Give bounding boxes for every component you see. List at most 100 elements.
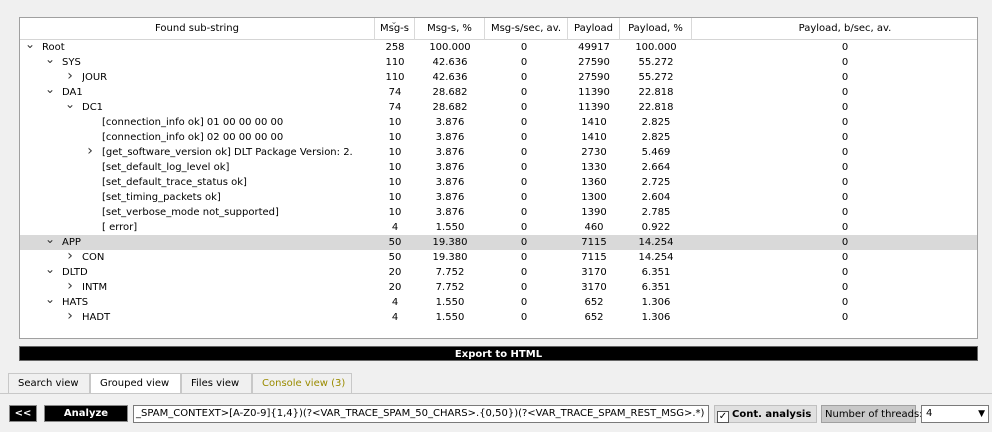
cell-msgs: 10 (388, 207, 402, 218)
cell-msgs: 74 (388, 87, 402, 98)
cell-msgs: 10 (388, 177, 402, 188)
cell-payload: 460 (584, 222, 604, 233)
row-name: HATS (62, 297, 89, 308)
cell-payload: 3170 (581, 267, 607, 278)
cell-payload: 2730 (581, 147, 607, 158)
cell-payload-rate: 0 (841, 132, 849, 143)
tab-files-view[interactable]: Files view (181, 373, 252, 393)
row-name: DA1 (62, 87, 83, 98)
checkbox-checked-icon[interactable]: ✓ (717, 411, 729, 423)
cell-msgs-rate: 0 (520, 237, 528, 248)
cell-payload: 27590 (578, 57, 610, 68)
cell-msgs-pct: 3.876 (435, 132, 465, 143)
tree-row[interactable]: › HADT 4 1.550 0 652 1.306 0 (20, 308, 977, 325)
tree-row[interactable]: [ error] 4 1.550 0 460 0.922 0 (20, 220, 977, 235)
tab-console-view-3[interactable]: Console view (3) (252, 373, 352, 393)
cont-analysis-checkbox[interactable]: ✓ Cont. analysis (714, 405, 817, 423)
cell-payload: 7115 (581, 252, 607, 263)
tree-row[interactable]: ⌄ SYS 110 42.636 0 27590 55.272 0 (20, 52, 977, 70)
cell-msgs: 20 (388, 267, 402, 278)
header-payload[interactable]: Payload (568, 18, 620, 40)
dropdown-arrow-icon[interactable]: ▼ (978, 409, 985, 419)
tree-row[interactable]: › INTM 20 7.752 0 3170 6.351 0 (20, 278, 977, 295)
cell-msgs-pct: 42.636 (432, 72, 468, 83)
cell-payload-pct: 6.351 (641, 282, 671, 293)
chevron-right-icon[interactable]: › (67, 308, 73, 324)
tree-row[interactable]: ⌄ HATS 4 1.550 0 652 1.306 0 (20, 292, 977, 310)
tree-row[interactable]: ⌄ DLTD 20 7.752 0 3170 6.351 0 (20, 262, 977, 280)
regex-input[interactable]: _SPAM_CONTEXT>[A-Z0-9]{1,4})(?<VAR_TRACE… (133, 405, 709, 423)
cell-msgs-rate: 0 (520, 42, 528, 53)
chevron-down-icon[interactable]: ⌄ (44, 292, 56, 306)
cell-msgs: 10 (388, 147, 402, 158)
cell-payload-rate: 0 (841, 72, 849, 83)
cell-payload: 652 (584, 297, 604, 308)
row-name: [set_timing_packets ok] (102, 192, 221, 203)
header-payload-pct[interactable]: Payload, % (620, 18, 692, 40)
cell-msgs-rate: 0 (520, 57, 528, 68)
tab-grouped-view[interactable]: Grouped view (90, 373, 181, 394)
chevron-down-icon[interactable]: ⌄ (44, 52, 56, 66)
cell-payload-pct: 100.000 (635, 42, 677, 53)
threads-select[interactable]: 4 ▼ (921, 405, 989, 423)
tree-row[interactable]: ⌄ APP 50 19.380 0 7115 14.254 0 (20, 232, 977, 250)
chevron-right-icon[interactable]: › (67, 248, 73, 264)
header-found-substring[interactable]: Found sub-string (20, 18, 375, 40)
chevron-down-icon[interactable]: ⌄ (64, 97, 76, 111)
cell-msgs-pct: 28.682 (432, 102, 468, 113)
row-name: SYS (62, 57, 81, 68)
cell-msgs-pct: 3.876 (435, 207, 465, 218)
chevron-right-icon[interactable]: › (67, 278, 73, 294)
tree-row[interactable]: [set_verbose_mode not_supported] 10 3.876 0… (20, 205, 977, 220)
export-to-html-button[interactable]: Export to HTML (19, 346, 978, 361)
cell-msgs: 4 (391, 297, 399, 308)
tree-row[interactable]: ⌄ DA1 74 28.682 0 11390 22.818 0 (20, 82, 977, 100)
cell-payload-pct: 2.785 (641, 207, 671, 218)
tree-row[interactable]: [set_default_log_level ok] 10 3.876 0 1330 2.… (20, 160, 977, 175)
analyze-button[interactable]: Analyze (44, 405, 128, 422)
chevron-down-icon[interactable]: ⌄ (44, 232, 56, 246)
tree-row[interactable]: [connection_info ok] 01 00 00 00 00 10 3.8… (20, 115, 977, 130)
cell-payload-pct: 55.272 (638, 72, 674, 83)
tab-divider (0, 393, 992, 394)
row-name: HADT (82, 312, 111, 323)
cell-msgs-pct: 100.000 (429, 42, 471, 53)
tree-row[interactable]: [set_default_trace_status ok] 10 3.876 0 136… (20, 175, 977, 190)
cell-payload-rate: 0 (841, 192, 849, 203)
cell-msgs-pct: 7.752 (435, 282, 465, 293)
cell-msgs: 74 (388, 102, 402, 113)
tree-row[interactable]: › JOUR 110 42.636 0 27590 55.272 0 (20, 68, 977, 85)
cell-payload-pct: 5.469 (641, 147, 671, 158)
header-msgs-rate[interactable]: Msg-s/sec, av. (485, 18, 568, 40)
cell-msgs: 4 (391, 222, 399, 233)
cell-msgs-rate: 0 (520, 312, 528, 323)
tree-row[interactable]: [connection_info ok] 02 00 00 00 00 10 3.8… (20, 130, 977, 145)
tree-row[interactable]: ⌄ Root 258 100.000 0 49917 100.000 0 (20, 37, 977, 55)
tab-search-view[interactable]: Search view (8, 373, 90, 393)
cell-msgs: 10 (388, 132, 402, 143)
cell-msgs-pct: 1.550 (435, 222, 465, 233)
cell-payload-rate: 0 (841, 117, 849, 128)
cell-msgs-rate: 0 (520, 72, 528, 83)
chevron-down-icon[interactable]: ⌄ (44, 262, 56, 276)
tree-row[interactable]: › CON 50 19.380 0 7115 14.254 0 (20, 248, 977, 265)
header-msgs[interactable]: Msg-s (375, 18, 415, 40)
back-button[interactable]: << (9, 405, 37, 422)
tree-row[interactable]: [set_timing_packets ok] 10 3.876 0 1300 2.604… (20, 190, 977, 205)
chevron-down-icon[interactable]: ⌄ (24, 37, 36, 51)
grouped-tree-view[interactable]: Found sub-string Msg-s Msg-s, % Msg-s/se… (19, 17, 978, 339)
tree-row[interactable]: › [get_software_version ok] DLT Package V… (20, 143, 977, 160)
cell-payload: 49917 (578, 42, 610, 53)
header-msgs-pct[interactable]: Msg-s, % (415, 18, 485, 40)
chevron-right-icon[interactable]: › (67, 68, 73, 84)
row-name: Root (42, 42, 65, 53)
cell-payload: 11390 (578, 102, 610, 113)
bottom-toolbar: << Analyze _SPAM_CONTEXT>[A-Z0-9]{1,4})(… (0, 401, 992, 427)
header-payload-rate[interactable]: Payload, b/sec, av. (798, 23, 892, 34)
cell-msgs: 20 (388, 282, 402, 293)
cell-msgs: 10 (388, 162, 402, 173)
chevron-right-icon[interactable]: › (87, 143, 93, 159)
cell-payload-pct: 14.254 (638, 252, 674, 263)
tree-row[interactable]: ⌄ DC1 74 28.682 0 11390 22.818 0 (20, 97, 977, 115)
chevron-down-icon[interactable]: ⌄ (44, 82, 56, 96)
